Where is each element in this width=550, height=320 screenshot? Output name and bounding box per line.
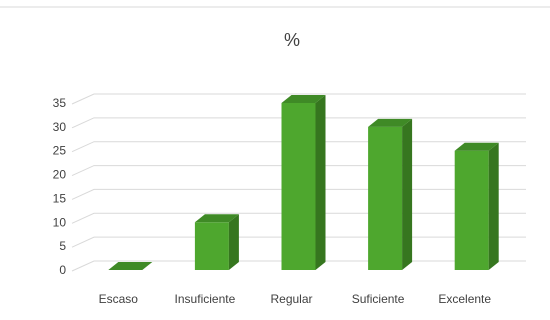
y-tick-label: 15 xyxy=(53,191,67,205)
x-tick-label: Insuficiente xyxy=(175,292,236,306)
y-tick-label: 5 xyxy=(59,239,66,253)
bar-top xyxy=(194,214,239,223)
y-tick-label: 30 xyxy=(53,120,67,134)
bar-excelente xyxy=(454,142,499,270)
bar-suficiente xyxy=(368,118,413,270)
bar-top xyxy=(368,118,413,127)
bar-regular xyxy=(281,95,326,270)
y-tick-label: 35 xyxy=(53,96,67,110)
x-tick-label: Excelente xyxy=(438,292,491,306)
bar-top xyxy=(108,262,153,270)
bar-front xyxy=(194,222,229,270)
bar-top xyxy=(281,95,326,103)
bar-side xyxy=(488,142,499,270)
bar-front xyxy=(368,126,403,270)
bar-top xyxy=(454,142,499,151)
bar-side xyxy=(315,95,326,270)
x-tick-label: Regular xyxy=(270,292,312,306)
x-tick-label: Escaso xyxy=(99,292,139,306)
y-axis: 0 5 10 15 20 25 30 35 xyxy=(53,96,67,277)
bars xyxy=(108,95,499,270)
y-tick-label: 25 xyxy=(53,144,67,158)
bar-side xyxy=(228,214,239,270)
x-tick-label: Suficiente xyxy=(352,292,405,306)
gridline xyxy=(71,117,526,129)
chart-title: % xyxy=(284,30,300,50)
x-axis: Escaso Insuficiente Regular Suficiente Excel… xyxy=(99,292,492,306)
y-tick-label: 20 xyxy=(53,168,67,182)
bar-insuficiente xyxy=(194,214,239,270)
gridline xyxy=(71,93,526,105)
bar-escaso xyxy=(108,262,153,270)
bar-front xyxy=(454,150,489,270)
gridlines xyxy=(71,93,526,272)
y-tick-label: 10 xyxy=(53,215,67,229)
bar-front xyxy=(281,103,316,270)
y-tick-label: 0 xyxy=(59,263,66,277)
bar-side xyxy=(402,118,413,270)
